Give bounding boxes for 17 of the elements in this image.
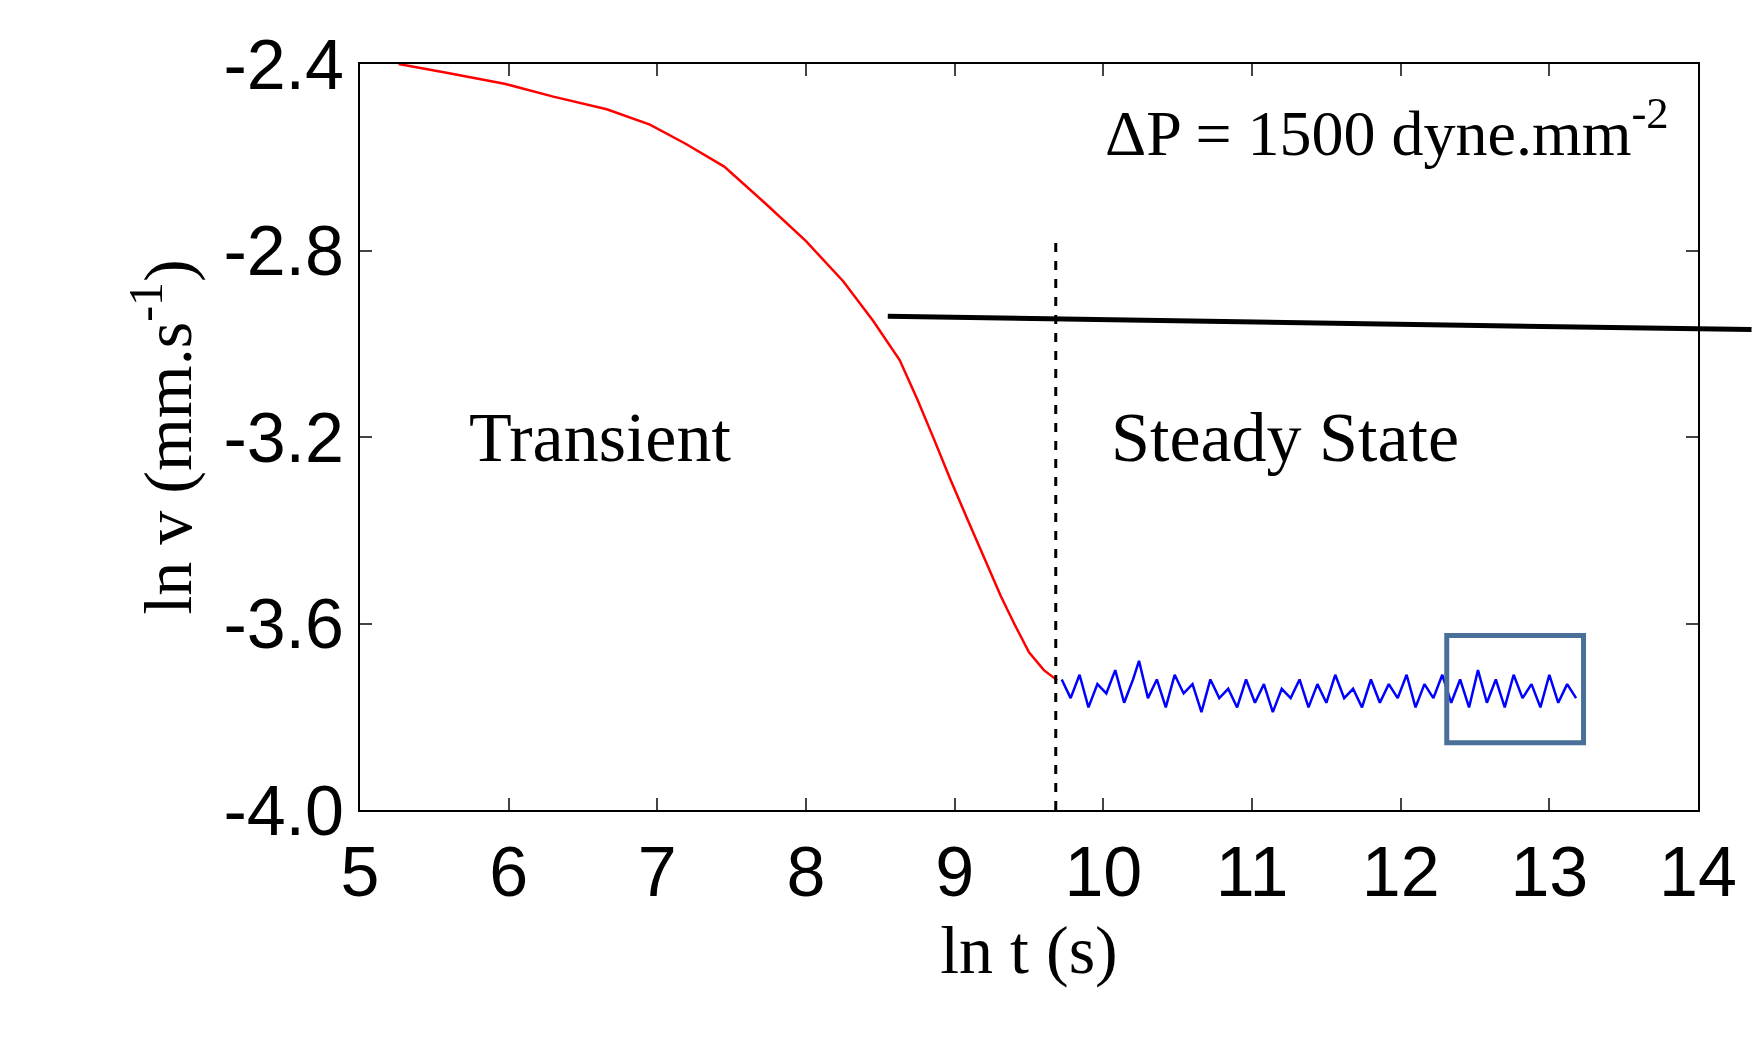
x-tick-label: 9 xyxy=(935,833,975,911)
y-tick-label: -2.8 xyxy=(223,212,344,290)
x-tick-label: 6 xyxy=(489,833,529,911)
x-tick-label: 13 xyxy=(1510,833,1589,911)
x-tick-label: 11 xyxy=(1215,833,1289,911)
x-tick-label: 8 xyxy=(786,833,826,911)
x-tick-label: 10 xyxy=(1064,833,1143,911)
y-tick-label: -3.2 xyxy=(223,398,344,477)
y-tick-label: -2.4 xyxy=(223,25,344,104)
x-tick-label: 12 xyxy=(1361,833,1440,911)
x-axis-title: ln t (s) xyxy=(940,911,1118,988)
annotation: ΔP = 1500 dyne.mm$^{-2}$ xyxy=(1105,88,1669,169)
x-tick-label: 7 xyxy=(637,833,677,911)
x-tick-label: 14 xyxy=(1659,833,1737,911)
y-tick-label: -3.6 xyxy=(223,585,344,663)
annotation: Transient xyxy=(469,399,732,476)
annotation: Steady State xyxy=(1111,399,1459,476)
